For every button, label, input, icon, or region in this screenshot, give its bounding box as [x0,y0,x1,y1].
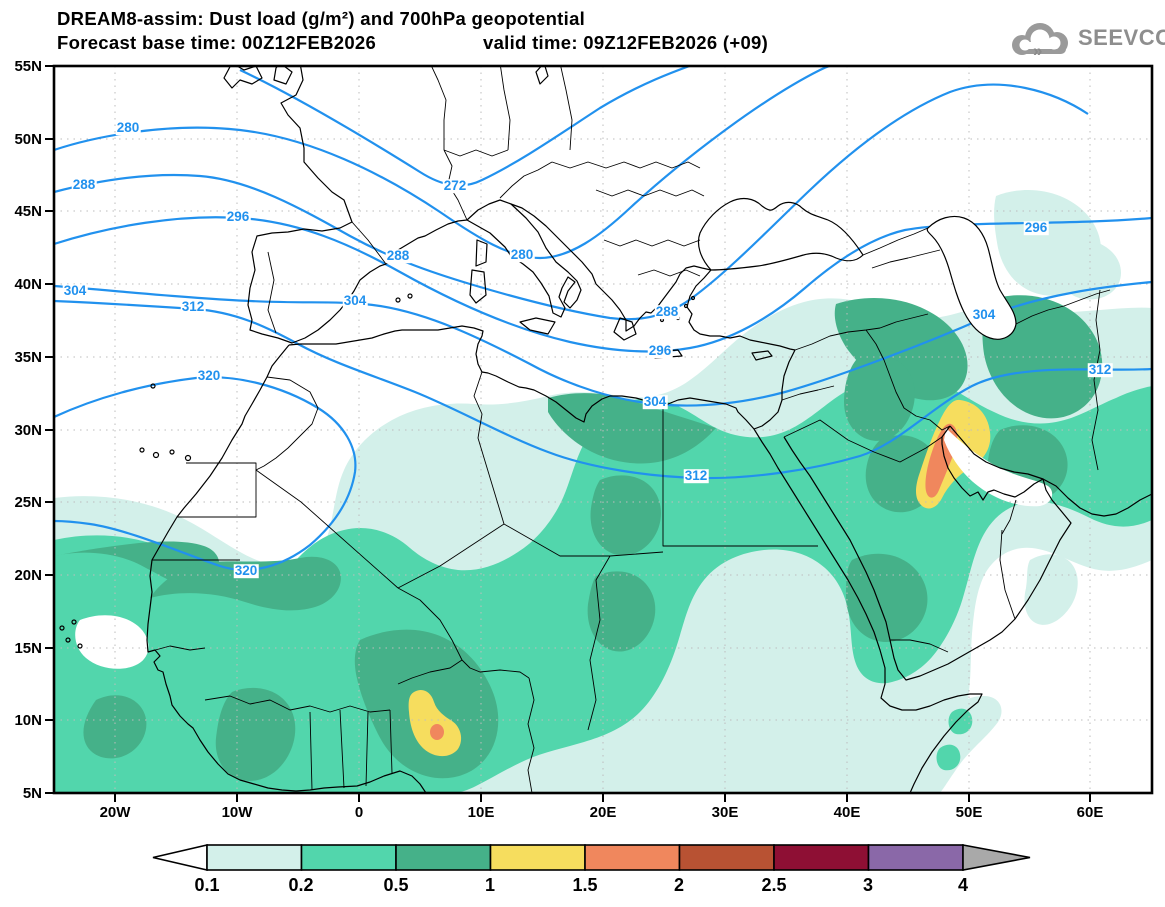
contour-label: 304 [642,394,668,410]
colorbar-left-arrow [152,843,208,872]
lon-tick-20W: 20W [99,804,131,821]
colorbar-label: 1.5 [572,875,598,895]
forecast-base-time: Forecast base time: 00Z12FEB2026 [57,32,377,53]
lon-tick-60E: 60E [1076,804,1104,821]
contour-label: 312 [1087,362,1113,378]
contour-label: 272 [442,178,468,194]
country-borders [147,66,1111,793]
contour-312 [54,299,1152,480]
contour-label: 320 [233,563,259,579]
contour-label: 288 [385,248,411,264]
lat-tick-55N: 55N [14,58,42,75]
contour-label: 304 [62,283,88,299]
lon-tick-50E: 50E [955,804,983,821]
lon-tick-40E: 40E [833,804,861,821]
contour-label: 312 [180,299,206,315]
lat-tick-5N: 5N [22,785,42,802]
dust-clear-pocket [75,615,149,669]
colorbar-label: 0.1 [194,875,220,895]
contour-label: 296 [225,209,251,225]
seevccc-logo-text: SEEVCCC [1078,25,1165,50]
colorbar-label: 1 [484,875,495,895]
seevccc-cloud-icon: » [1012,23,1068,60]
contour-288 [54,83,1089,321]
contour-296 [54,216,1152,353]
lat-tick-20N: 20N [14,567,42,584]
contour-280 [54,66,833,260]
lat-tick-45N: 45N [14,203,42,220]
contour-label: 320 [196,368,222,384]
colorbar-label: 0.2 [288,875,314,895]
contour-label: 296 [647,343,673,359]
colorbar-label: 3 [862,875,873,895]
colorbar-label: 0.5 [383,875,409,895]
colorbar-label: 2 [673,875,684,895]
lat-tick-50N: 50N [14,131,42,148]
contour-label: 280 [509,247,535,263]
svg-text:»: » [1033,41,1042,60]
colorbar-label: 2.5 [761,875,787,895]
lat-tick-25N: 25N [14,494,42,511]
contour-label: 312 [683,468,709,484]
lat-tick-15N: 15N [14,640,42,657]
lon-tick-10W: 10W [221,804,253,821]
colorbar-label: 4 [957,875,968,895]
contour-label: 304 [971,307,997,323]
lat-tick-10N: 10N [14,712,42,729]
lon-tick-20E: 20E [589,804,617,821]
axis-ticks [45,65,1091,802]
colorbar [152,843,1031,872]
colorbar-right-arrow [962,844,1031,871]
contour-label: 288 [71,177,97,193]
contour-label: 280 [115,120,141,136]
lon-tick-10E: 10E [467,804,495,821]
lon-tick-30E: 30E [711,804,739,821]
page-title: DREAM8-assim: Dust load (g/m²) and 700hP… [57,8,586,29]
map-frame [45,64,1154,802]
contour-label: 288 [654,304,680,320]
contour-272 [239,66,693,187]
lon-tick-0: 0 [354,804,364,821]
valid-time: valid time: 09Z12FEB2026 (+09) [483,32,769,53]
lat-tick-40N: 40N [14,276,42,293]
lat-tick-35N: 35N [14,349,42,366]
contour-label: 304 [342,293,368,309]
contour-label: 296 [1023,220,1049,236]
contour-320 [54,376,357,572]
lat-tick-30N: 30N [14,422,42,439]
